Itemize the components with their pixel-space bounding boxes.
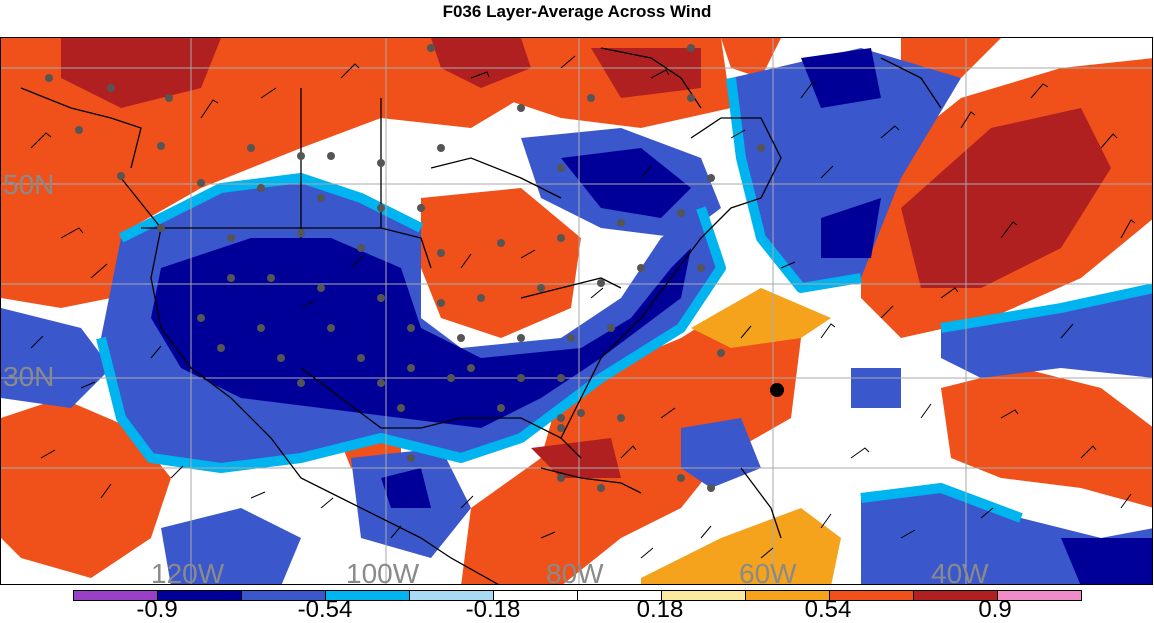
colorbar-segment [494,591,578,600]
positive-anomaly-regions [1,38,1152,584]
colorbar-label: -0.9 [136,596,178,623]
lon-label-60w: 60W [739,558,797,585]
lon-label-100w: 100W [346,558,420,585]
color-scale-bar [73,590,1082,601]
map-title: F036 Layer-Average Across Wind [442,2,712,21]
colorbar-segment [830,591,914,600]
colorbar-label: 0.18 [636,596,684,623]
coastlines [20,47,942,584]
highlighted-station-marker [770,383,784,397]
colorbar-segment [746,591,830,600]
wind-field-map [1,38,1152,584]
colorbar-segment [74,591,158,600]
weak-anomaly-rims [96,77,1152,523]
colorbar-segment [158,591,242,600]
station-markers [45,44,765,492]
colorbar-label: 0.54 [804,596,852,623]
lat-lon-grid [1,38,1152,584]
lon-label-80w: 80W [546,558,604,585]
colorbar-segment [326,591,410,600]
lon-label-40w: 40W [931,558,989,585]
lat-label-30n: 30N [3,361,55,392]
colorbar-label: 0.9 [978,596,1012,623]
colorbar-segment [914,591,998,600]
lon-label-120w: 120W [151,558,225,585]
colorbar-label: -0.54 [297,596,353,623]
colorbar-segment [662,591,746,600]
colorbar-segment [578,591,662,600]
colorbar-segment [998,591,1081,600]
lat-label-50n: 50N [3,169,55,200]
colorbar-label: -0.18 [465,596,521,623]
map-panel[interactable]: 50N 30N 120W 100W 80W 60W 40W [0,37,1153,585]
negative-anomaly-regions [1,48,1152,584]
colorbar-segment [410,591,494,600]
wind-barbs [30,55,1136,559]
colorbar-segment [242,591,326,600]
